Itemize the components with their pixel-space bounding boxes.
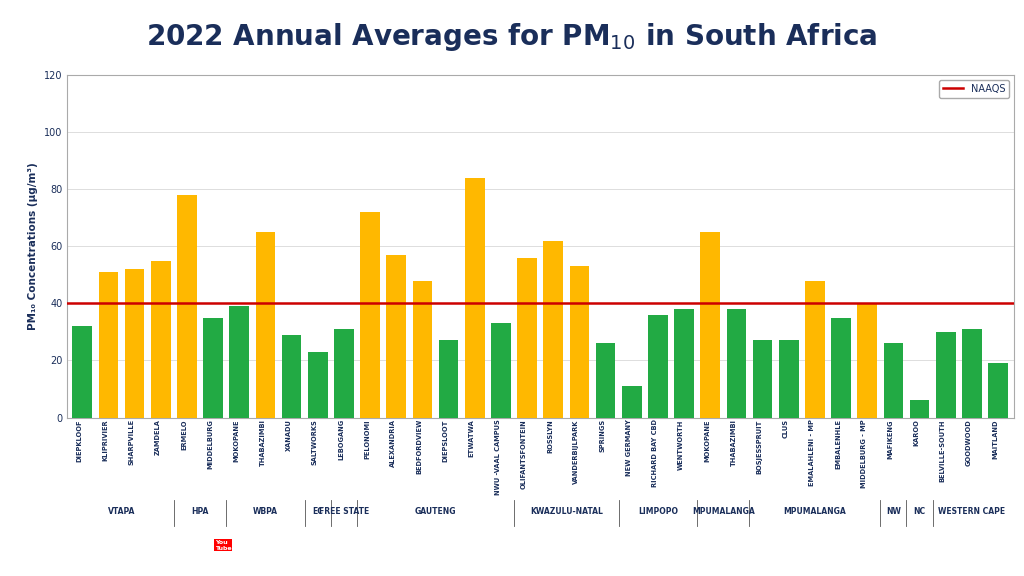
Bar — [386, 255, 407, 418]
Bar — [413, 281, 432, 418]
Text: ERMELO: ERMELO — [181, 419, 187, 450]
Text: WENTWORTH: WENTWORTH — [678, 419, 684, 469]
Bar — [622, 386, 642, 418]
Text: ETWATWA: ETWATWA — [469, 419, 475, 457]
Text: EC: EC — [312, 507, 324, 516]
Text: FREE STATE: FREE STATE — [318, 507, 369, 516]
Text: RICHARD BAY CBD: RICHARD BAY CBD — [652, 419, 657, 487]
Text: THABAZIMBI: THABAZIMBI — [259, 419, 265, 466]
Text: GOODWOOD: GOODWOOD — [966, 419, 972, 466]
Text: MIDDELBURG: MIDDELBURG — [207, 419, 213, 469]
Bar — [492, 323, 511, 418]
Text: WESTERN CAPE: WESTERN CAPE — [938, 507, 1006, 516]
Bar — [517, 257, 537, 418]
Bar — [282, 335, 301, 418]
Bar — [125, 269, 144, 418]
Text: VANDERBIJLPARK: VANDERBIJLPARK — [573, 419, 580, 484]
Bar — [465, 177, 484, 418]
Text: WBPA: WBPA — [253, 507, 278, 516]
Text: 2022 Annual Averages for PM$_{10}$ in South Africa: 2022 Annual Averages for PM$_{10}$ in So… — [146, 21, 878, 54]
Text: MIDDELBURG - MP: MIDDELBURG - MP — [861, 419, 867, 488]
Text: @EnvironmentZA: @EnvironmentZA — [379, 559, 434, 564]
Text: CLUS: CLUS — [782, 419, 788, 438]
Bar — [596, 343, 615, 418]
Text: Watch us:: Watch us: — [251, 541, 294, 550]
Text: BELVILLE-SOUTH: BELVILLE-SOUTH — [940, 419, 946, 482]
Text: EMBALENHLE: EMBALENHLE — [835, 419, 841, 469]
Bar — [229, 306, 249, 418]
Text: SALTWORKS: SALTWORKS — [311, 419, 317, 465]
Text: Follow us:: Follow us: — [379, 541, 423, 550]
Bar — [569, 266, 589, 418]
Text: NWU -VAAL CAMPUS: NWU -VAAL CAMPUS — [495, 419, 501, 495]
Text: MAITLAND: MAITLAND — [992, 419, 998, 458]
Text: LEBOGANG: LEBOGANG — [338, 419, 344, 460]
Text: MAFIKENG: MAFIKENG — [888, 419, 893, 458]
Bar — [308, 352, 328, 418]
Text: ZAMDELA: ZAMDELA — [155, 419, 161, 455]
Bar — [727, 309, 746, 418]
Bar — [438, 340, 459, 418]
Text: Find us:: Find us: — [36, 541, 71, 550]
Text: SHARPVILLE: SHARPVILLE — [129, 419, 134, 465]
Text: GAUTENG: GAUTENG — [415, 507, 457, 516]
Text: MOKOPANE: MOKOPANE — [705, 419, 711, 462]
Bar — [753, 340, 772, 418]
Text: XANADU: XANADU — [286, 419, 292, 451]
Legend: NAAQS: NAAQS — [939, 79, 1009, 97]
Bar — [674, 309, 694, 418]
Text: You
Tube: You Tube — [215, 540, 231, 551]
Text: THABAZIMBI: THABAZIMBI — [730, 419, 736, 466]
Text: BEDFORDVIEW: BEDFORDVIEW — [417, 419, 423, 475]
Text: PELONOMI: PELONOMI — [365, 419, 370, 459]
Text: NW: NW — [886, 507, 901, 516]
Bar — [779, 340, 799, 418]
Text: ALEXANDRIA: ALEXANDRIA — [390, 419, 396, 467]
Bar — [177, 195, 197, 418]
Bar — [963, 329, 982, 418]
Text: Call centre: 086 111 2468  |  Website: www.dffe.gov.za: Call centre: 086 111 2468 | Website: www… — [573, 547, 916, 558]
Bar — [73, 326, 92, 418]
Bar — [988, 363, 1008, 418]
Text: HPA: HPA — [191, 507, 209, 516]
Bar — [648, 314, 668, 418]
Text: DIEPKLOOF: DIEPKLOOF — [76, 419, 82, 462]
Text: MOKOPANE: MOKOPANE — [233, 419, 240, 462]
Bar — [884, 343, 903, 418]
Text: BOSJESSPRUIT: BOSJESSPRUIT — [757, 419, 763, 473]
Bar — [544, 241, 563, 418]
Text: MPUMALANGA: MPUMALANGA — [783, 507, 846, 516]
Text: EnvironmentZA: EnvironmentZA — [251, 559, 300, 564]
Bar — [700, 232, 720, 418]
Text: DIEPSLOOT: DIEPSLOOT — [442, 419, 449, 461]
Text: f: f — [10, 539, 15, 552]
Text: OLIFANTSFONTEIN: OLIFANTSFONTEIN — [521, 419, 527, 489]
Bar — [857, 304, 877, 418]
Bar — [151, 260, 171, 418]
Text: ROSSLYN: ROSSLYN — [547, 419, 553, 453]
Bar — [204, 317, 223, 418]
Text: KAROO: KAROO — [913, 419, 920, 446]
Bar — [805, 281, 824, 418]
Text: Department of Forestry, Fisheries
and the Environment: Department of Forestry, Fisheries and th… — [36, 556, 141, 567]
Text: KLIPRIVIER: KLIPRIVIER — [102, 419, 109, 461]
Text: EMALAHLENI - MP: EMALAHLENI - MP — [809, 419, 815, 486]
Bar — [831, 317, 851, 418]
Text: VTAPA: VTAPA — [108, 507, 135, 516]
Text: SPRINGS: SPRINGS — [600, 419, 605, 452]
Bar — [98, 272, 118, 418]
Y-axis label: PM₁₀ Concentrations (μg/m³): PM₁₀ Concentrations (μg/m³) — [29, 162, 38, 330]
Bar — [909, 400, 930, 418]
Bar — [360, 212, 380, 418]
Text: NEW GERMANY: NEW GERMANY — [626, 419, 632, 476]
Text: MPUMALANGA: MPUMALANGA — [692, 507, 755, 516]
Bar — [334, 329, 353, 418]
Text: NC: NC — [913, 507, 926, 516]
Text: LIMPOPO: LIMPOPO — [638, 507, 678, 516]
Text: KWAZULU-NATAL: KWAZULU-NATAL — [529, 507, 603, 516]
Bar — [936, 332, 955, 418]
Bar — [256, 232, 275, 418]
